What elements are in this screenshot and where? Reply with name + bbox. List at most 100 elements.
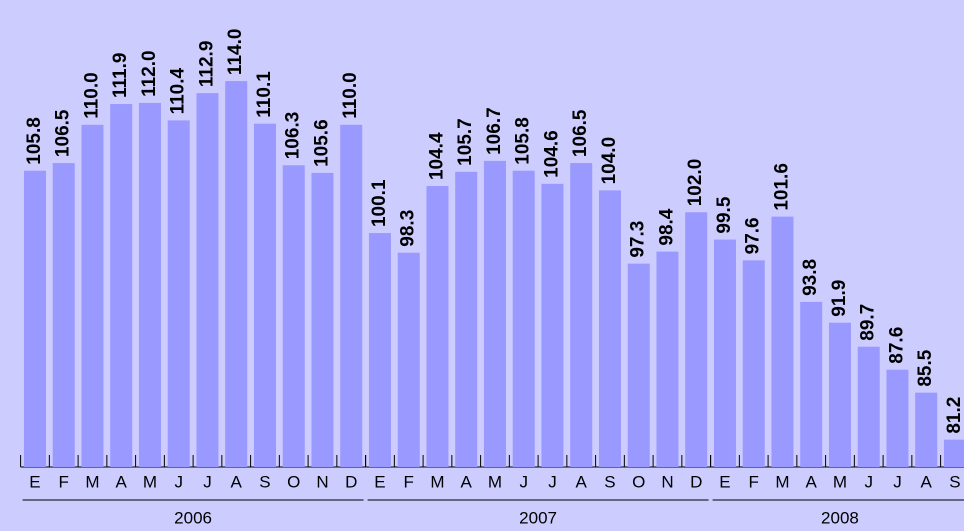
value-label: 106.7 <box>484 107 505 155</box>
bar <box>541 183 564 467</box>
value-label: 110.4 <box>168 67 189 114</box>
group-label: 2006 <box>174 508 212 527</box>
bar <box>167 120 190 467</box>
x-tick-label: N <box>661 472 673 491</box>
group-label: 2007 <box>519 508 557 527</box>
bar <box>943 439 964 467</box>
x-tick-label: D <box>690 472 702 491</box>
value-label: 105.8 <box>24 117 45 165</box>
x-tick-label: N <box>316 472 328 491</box>
bar <box>828 322 851 467</box>
bar <box>512 170 535 467</box>
value-label: 104.4 <box>426 132 447 180</box>
x-tick-label: A <box>806 472 818 491</box>
value-label: 104.0 <box>599 137 620 185</box>
bar <box>253 123 276 468</box>
bar <box>311 172 334 467</box>
x-tick-label: F <box>404 472 414 491</box>
x-tick-label: E <box>374 472 385 491</box>
bar <box>282 165 305 467</box>
value-label: 98.4 <box>656 208 677 245</box>
value-label: 91.9 <box>829 280 850 317</box>
value-label: 87.6 <box>886 327 907 364</box>
bar <box>800 301 823 467</box>
group-label: 2008 <box>821 508 859 527</box>
x-tick-label: A <box>461 472 473 491</box>
value-label: 89.7 <box>858 304 879 341</box>
value-label: 111.9 <box>110 53 131 98</box>
bar <box>656 251 679 467</box>
x-tick-label: F <box>749 472 759 491</box>
bar <box>570 163 593 467</box>
bar <box>685 212 708 467</box>
x-tick-label: S <box>949 472 960 491</box>
bar <box>368 233 391 467</box>
bar <box>598 190 621 468</box>
bar <box>857 346 880 467</box>
value-label: 114.0 <box>225 29 246 76</box>
x-tick-label: M <box>143 472 157 491</box>
bar <box>110 104 133 467</box>
value-label: 93.8 <box>800 259 821 296</box>
value-label: 110.1 <box>254 71 275 118</box>
x-tick-label: O <box>287 472 300 491</box>
value-label: 98.3 <box>398 210 419 247</box>
x-tick-label: D <box>345 472 357 491</box>
x-tick-label: S <box>604 472 615 491</box>
value-label: 85.5 <box>915 349 936 386</box>
bar <box>225 81 248 468</box>
x-tick-label: J <box>203 472 212 491</box>
x-tick-label: J <box>864 472 873 491</box>
value-label: 106.5 <box>53 109 74 157</box>
value-label: 106.5 <box>570 109 591 157</box>
bar <box>397 252 420 467</box>
x-tick-label: J <box>519 472 528 491</box>
x-tick-label: E <box>719 472 730 491</box>
x-tick-label: M <box>85 472 99 491</box>
value-label: 105.8 <box>513 117 534 165</box>
x-tick-label: M <box>833 472 847 491</box>
value-label: 112.0 <box>139 50 160 97</box>
bar <box>713 239 736 467</box>
bar <box>627 263 650 467</box>
x-tick-label: M <box>775 472 789 491</box>
value-label: 105.7 <box>455 118 476 166</box>
bar <box>915 392 938 467</box>
x-tick-label: A <box>116 472 128 491</box>
bar <box>771 216 794 467</box>
bar <box>52 163 75 467</box>
x-tick-label: F <box>59 472 69 491</box>
x-tick-label: O <box>632 472 645 491</box>
bar <box>138 102 161 468</box>
x-tick-label: M <box>430 472 444 491</box>
bar <box>426 186 449 467</box>
x-tick-label: J <box>174 472 183 491</box>
x-tick-label: A <box>576 472 588 491</box>
value-label: 97.3 <box>628 221 649 258</box>
value-label: 105.6 <box>311 119 332 167</box>
x-tick-label: J <box>548 472 557 491</box>
value-label: 102.0 <box>685 159 706 207</box>
bar <box>196 93 219 467</box>
value-label: 104.6 <box>541 130 562 178</box>
x-tick-label: M <box>488 472 502 491</box>
x-tick-label: J <box>893 472 902 491</box>
value-label: 101.6 <box>771 163 792 211</box>
bar <box>455 171 478 468</box>
value-label: 99.5 <box>714 196 735 233</box>
value-label: 110.0 <box>81 72 102 119</box>
x-tick-label: E <box>29 472 40 491</box>
bar <box>81 124 104 467</box>
value-label: 97.6 <box>743 217 764 254</box>
value-label: 112.9 <box>196 41 217 88</box>
bar <box>742 260 765 467</box>
x-tick-label: A <box>921 472 933 491</box>
x-tick-label: S <box>259 472 270 491</box>
value-label: 110.0 <box>340 72 361 119</box>
value-label: 106.3 <box>283 112 304 160</box>
bar <box>23 170 46 467</box>
bar <box>886 369 909 467</box>
value-label: 81.2 <box>944 397 964 434</box>
